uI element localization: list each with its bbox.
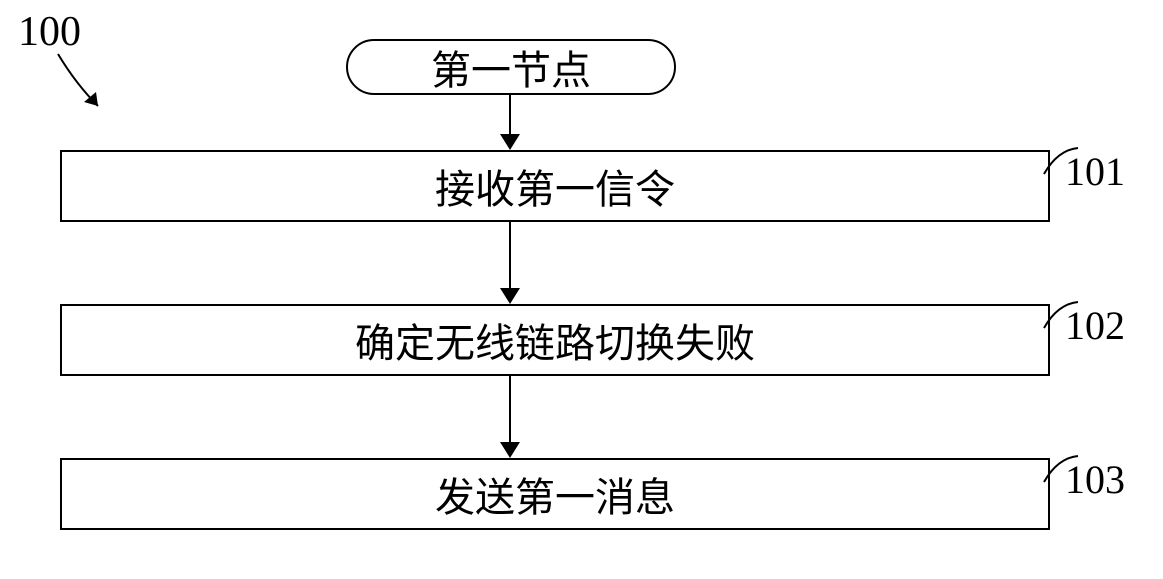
flow-arrow-2	[498, 376, 522, 458]
step-box-label: 确定无线链路切换失败	[355, 311, 755, 369]
start-node: 第一节点	[346, 39, 676, 95]
step-number-103: 103	[1065, 456, 1125, 503]
step-number-102: 102	[1065, 302, 1125, 349]
flow-arrow-0	[498, 95, 522, 150]
flow-arrow-1	[498, 222, 522, 304]
start-node-label: 第一节点	[431, 38, 591, 96]
step-box-102: 确定无线链路切换失败	[60, 304, 1050, 376]
figure-number-label: 100	[18, 8, 81, 56]
step-number-101: 101	[1065, 148, 1125, 195]
step-box-label: 发送第一消息	[435, 465, 675, 523]
figure-pointer-arrow	[58, 54, 118, 124]
step-box-label: 接收第一信令	[435, 157, 675, 215]
step-box-103: 发送第一消息	[60, 458, 1050, 530]
step-box-101: 接收第一信令	[60, 150, 1050, 222]
